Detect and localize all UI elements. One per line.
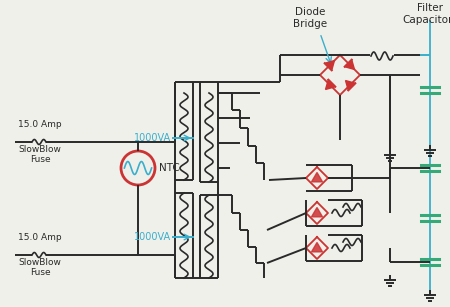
Text: 1000VA: 1000VA [134, 232, 171, 242]
Text: SlowBlow
Fuse: SlowBlow Fuse [18, 145, 62, 165]
Polygon shape [325, 80, 335, 89]
Text: 15.0 Amp: 15.0 Amp [18, 120, 62, 129]
Text: NTC: NTC [159, 163, 180, 173]
Text: Diode
Bridge: Diode Bridge [293, 7, 327, 29]
Polygon shape [311, 173, 323, 182]
Polygon shape [345, 60, 355, 69]
Text: 1000VA: 1000VA [134, 133, 171, 143]
Polygon shape [311, 208, 323, 217]
Polygon shape [325, 60, 334, 70]
Polygon shape [311, 243, 323, 252]
Polygon shape [346, 80, 356, 90]
Text: 15.0 Amp: 15.0 Amp [18, 233, 62, 242]
Text: Filter
Capacitors: Filter Capacitors [402, 3, 450, 25]
Text: SlowBlow
Fuse: SlowBlow Fuse [18, 258, 62, 278]
